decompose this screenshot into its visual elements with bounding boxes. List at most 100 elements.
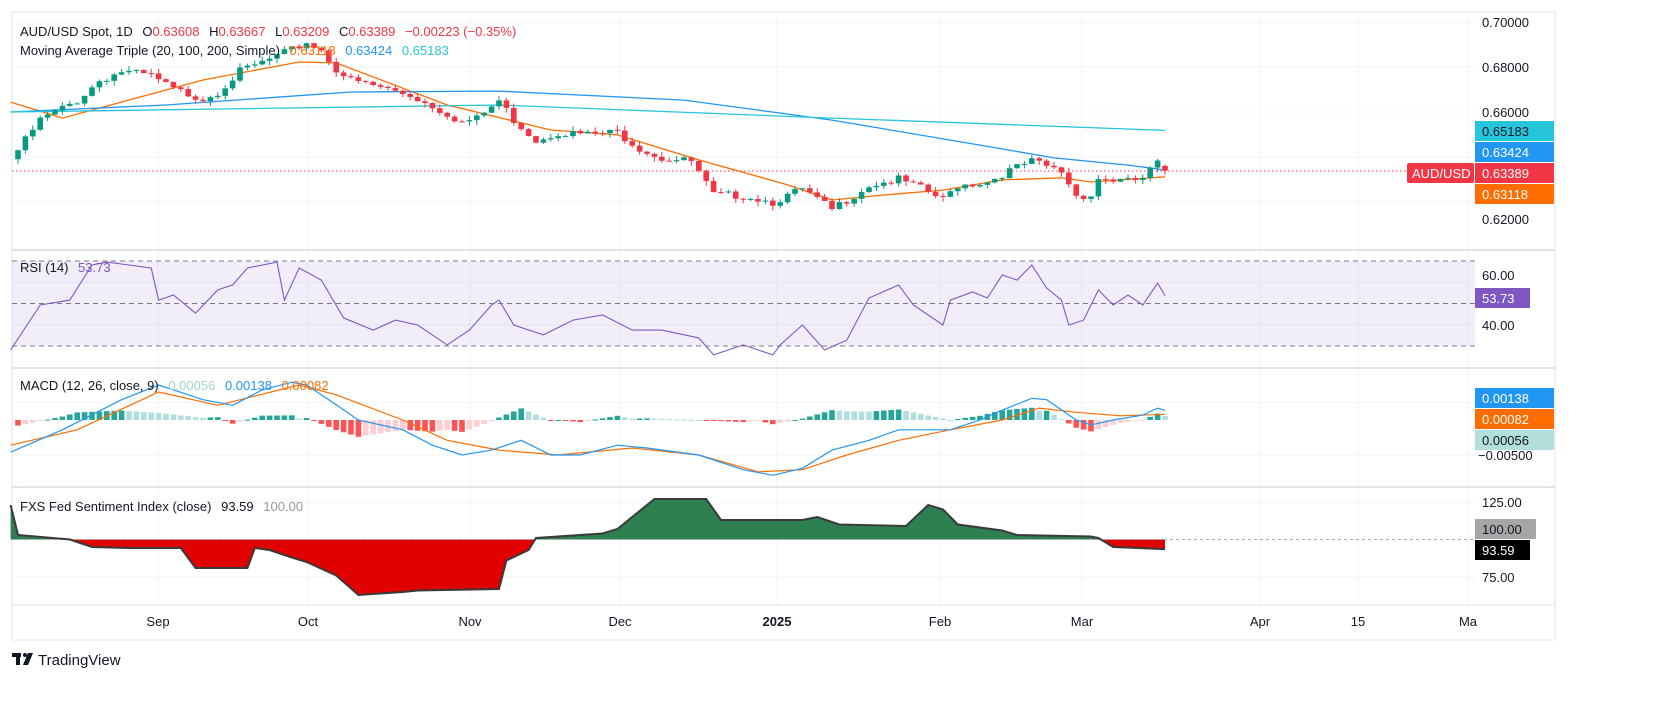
macd-hist-bar — [673, 419, 680, 421]
macd-hist-bar — [932, 417, 939, 420]
macd-hist-bar — [303, 418, 310, 420]
fsi-title[interactable]: FXS Fed Sentiment Index (close) — [20, 499, 211, 514]
candle-body — [518, 122, 524, 130]
macd-hist-bar — [1132, 420, 1139, 422]
macd-hist-bar — [570, 420, 576, 422]
macd-hist-bar — [133, 411, 140, 420]
price-axis[interactable]: 0.70000 0.68000 0.66000 0.62000 — [1482, 15, 1529, 227]
macd-hist-bar — [422, 420, 428, 432]
macd-hist-bar — [30, 420, 36, 423]
candle-body — [333, 61, 339, 73]
candle — [1095, 174, 1102, 201]
candle-body — [400, 90, 406, 94]
macd-hist-bar — [340, 420, 347, 433]
price-tick: 0.66000 — [1482, 105, 1529, 120]
macd-hist-bar — [22, 420, 29, 425]
macd-hist-bar — [363, 420, 369, 436]
candle-body — [481, 112, 487, 116]
candle-body — [888, 182, 894, 184]
macd-hist-bar — [1147, 416, 1153, 420]
candle — [962, 184, 968, 192]
candle-body — [15, 150, 21, 160]
macd-hist-bar — [592, 419, 598, 421]
candle-body — [688, 157, 695, 161]
candle-body — [104, 80, 110, 82]
tradingview-logo[interactable]: TradingView — [12, 652, 121, 669]
candle — [977, 184, 983, 188]
candle-body — [303, 43, 310, 49]
candle — [311, 42, 317, 49]
macd-hist-bar — [1103, 420, 1109, 427]
svg-text:AUD/USD: AUD/USD — [1412, 166, 1471, 181]
candle-body — [792, 189, 798, 194]
candle — [429, 102, 436, 113]
candle-body — [1162, 165, 1168, 171]
svg-text:93.59: 93.59 — [1482, 543, 1515, 558]
time-label: Dec — [608, 614, 632, 629]
macd-hist-bar — [540, 417, 547, 420]
candle-body — [274, 53, 280, 59]
svg-text:0.00138: 0.00138 — [1482, 391, 1529, 406]
macd-hist-bar — [562, 420, 569, 421]
macd-hist-bar — [918, 414, 924, 420]
candle-body — [614, 129, 621, 131]
macd-axis[interactable]: −0.00500 — [1478, 448, 1533, 463]
macd-hist-bar — [777, 420, 783, 423]
macd-hist-bar — [252, 417, 258, 420]
macd-hist-bar — [192, 416, 199, 420]
ma200-value: 0.65183 — [402, 43, 449, 58]
time-label: Oct — [298, 614, 319, 629]
candle — [910, 179, 917, 184]
candle — [289, 46, 295, 52]
fsi-axis[interactable]: 125.00 75.00 — [1482, 495, 1522, 585]
fsi-value-label: 93.59 — [1475, 540, 1530, 560]
candle — [1147, 166, 1153, 182]
candle-body — [488, 106, 495, 113]
candle-body — [592, 131, 598, 134]
candle — [629, 137, 635, 148]
candle — [614, 125, 621, 135]
macd-hist-bar — [466, 420, 473, 430]
fsi-legend-value: 93.59 — [221, 499, 254, 514]
time-axis[interactable]: Sep Oct Nov Dec 2025 Feb Mar Apr 15 Ma — [146, 614, 1477, 629]
macd-hist-bar — [681, 419, 687, 421]
candle — [1162, 164, 1168, 175]
candle — [52, 108, 58, 115]
ma-title[interactable]: Moving Average Triple (20, 100, 200, Sim… — [20, 43, 280, 58]
candle — [636, 141, 643, 155]
macd-hist-bar — [792, 420, 798, 421]
macd-hist-bar — [459, 420, 465, 432]
candle — [207, 95, 214, 106]
macd-hist-bar — [370, 420, 376, 435]
candle-body — [784, 193, 791, 203]
macd-hist-bar — [585, 420, 591, 421]
candle-body — [59, 105, 66, 111]
candle — [488, 105, 495, 114]
rsi-axis[interactable]: 60.00 40.00 — [1482, 268, 1515, 333]
macd-title[interactable]: MACD (12, 26, close, 9) — [20, 378, 159, 393]
time-label: 15 — [1351, 614, 1365, 629]
macd-hist-bar — [747, 420, 754, 422]
macd-hist-bar — [200, 417, 206, 420]
symbol-label[interactable]: AUD/USD Spot, 1D — [20, 24, 133, 39]
rsi-title[interactable]: RSI (14) — [20, 260, 68, 275]
candle-body — [215, 95, 221, 98]
candle — [1051, 161, 1057, 170]
candle-body — [777, 202, 783, 206]
fsi-tick: 75.00 — [1482, 570, 1515, 585]
candle — [725, 189, 732, 194]
candle — [407, 90, 413, 101]
candle-body — [844, 202, 850, 204]
candle — [81, 95, 88, 107]
macd-hist-bar — [318, 420, 325, 424]
candle-body — [599, 133, 606, 135]
candle-body — [681, 157, 687, 161]
svg-text:100.00: 100.00 — [1482, 522, 1522, 537]
macd-hist-bar — [96, 411, 103, 420]
candle-body — [155, 73, 162, 80]
ma20-value: 0.63118 — [290, 43, 336, 58]
candle — [1058, 166, 1065, 177]
candle — [1036, 156, 1042, 165]
candle-body — [237, 67, 243, 81]
